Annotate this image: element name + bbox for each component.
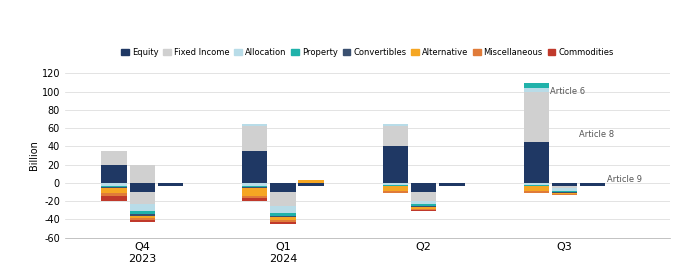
- Bar: [411, 206, 436, 209]
- Bar: [411, 192, 436, 201]
- Bar: [523, 183, 549, 185]
- Bar: [129, 211, 155, 214]
- Bar: [299, 183, 324, 186]
- Bar: [101, 151, 127, 165]
- Bar: [411, 204, 436, 206]
- Bar: [271, 206, 296, 213]
- Bar: [242, 124, 268, 126]
- Bar: [552, 186, 577, 188]
- Bar: [383, 146, 408, 183]
- Bar: [101, 187, 127, 188]
- Bar: [129, 192, 155, 204]
- Bar: [271, 217, 296, 220]
- Bar: [552, 194, 577, 195]
- Bar: [383, 183, 408, 185]
- Bar: [129, 218, 155, 220]
- Bar: [101, 186, 127, 187]
- Bar: [552, 192, 577, 193]
- Bar: [383, 126, 408, 146]
- Bar: [523, 83, 549, 88]
- Bar: [299, 180, 324, 183]
- Bar: [552, 183, 577, 186]
- Bar: [383, 124, 408, 126]
- Bar: [271, 183, 296, 192]
- Bar: [101, 193, 127, 196]
- Bar: [242, 126, 268, 151]
- Bar: [552, 193, 577, 194]
- Bar: [129, 216, 155, 218]
- Bar: [271, 222, 296, 224]
- Bar: [129, 204, 155, 211]
- Bar: [552, 191, 577, 192]
- Bar: [101, 183, 127, 186]
- Legend: Equity, Fixed Income, Allocation, Property, Convertibles, Alternative, Miscellan: Equity, Fixed Income, Allocation, Proper…: [118, 45, 616, 60]
- Bar: [439, 183, 464, 186]
- Bar: [411, 209, 436, 210]
- Bar: [242, 183, 268, 186]
- Bar: [271, 192, 296, 206]
- Bar: [411, 210, 436, 211]
- Bar: [242, 186, 268, 187]
- Bar: [383, 185, 408, 186]
- Bar: [523, 142, 549, 183]
- Bar: [383, 186, 408, 191]
- Bar: [129, 183, 155, 192]
- Text: Article 6: Article 6: [550, 87, 586, 96]
- Bar: [242, 198, 268, 201]
- Bar: [523, 191, 549, 193]
- Bar: [523, 88, 549, 92]
- Text: Article 8: Article 8: [579, 130, 614, 139]
- Bar: [129, 165, 155, 183]
- Bar: [242, 196, 268, 198]
- Bar: [271, 220, 296, 222]
- Bar: [129, 220, 155, 222]
- Bar: [523, 92, 549, 142]
- Bar: [523, 186, 549, 191]
- Bar: [101, 196, 127, 201]
- Bar: [129, 214, 155, 216]
- Bar: [383, 191, 408, 193]
- Bar: [552, 188, 577, 191]
- Bar: [242, 151, 268, 183]
- Bar: [271, 216, 296, 217]
- Bar: [101, 188, 127, 193]
- Bar: [101, 165, 127, 183]
- Bar: [580, 183, 606, 186]
- Bar: [411, 201, 436, 204]
- Text: Article 9: Article 9: [607, 175, 642, 184]
- Bar: [411, 183, 436, 192]
- Bar: [242, 187, 268, 188]
- Bar: [523, 185, 549, 186]
- Y-axis label: Billion: Billion: [29, 141, 38, 170]
- Bar: [158, 183, 183, 186]
- Bar: [242, 188, 268, 196]
- Bar: [271, 213, 296, 216]
